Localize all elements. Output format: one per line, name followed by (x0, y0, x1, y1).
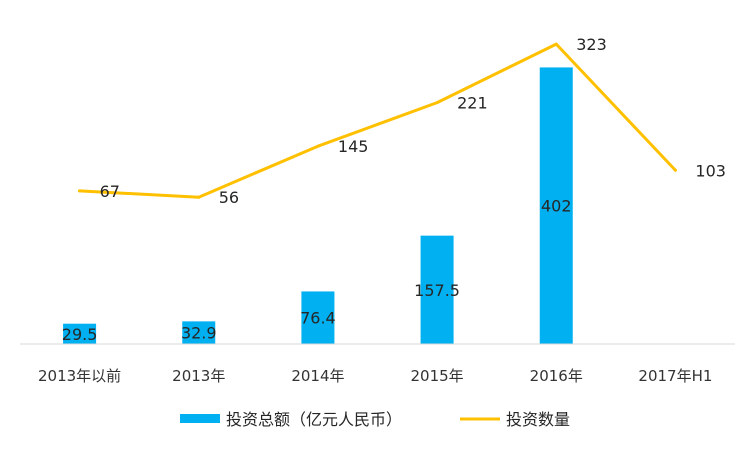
bar-value-label-1: 32.9 (181, 324, 217, 343)
data-labels-layer: 29.5 32.9 76.4 157.5 402 67 56 145 221 323 103 (62, 35, 726, 344)
line-value-label-4: 323 (576, 35, 607, 54)
x-tick-label-2: 2014年 (291, 367, 344, 385)
line-point-3 (435, 101, 439, 105)
x-tick-labels: 2013年以前 2013年 2014年 2015年 2016年 2017年H1 (38, 367, 712, 385)
line-point-4 (554, 42, 558, 46)
bar-4 (539, 67, 573, 344)
bar-value-label-0: 29.5 (62, 325, 98, 344)
line-layer (78, 42, 677, 199)
line-value-label-2: 145 (338, 137, 369, 156)
line-value-label-5: 103 (695, 161, 726, 180)
x-tick-label-0: 2013年以前 (38, 367, 121, 385)
x-tick-label-3: 2015年 (410, 367, 463, 385)
line-value-label-0: 67 (100, 182, 120, 201)
legend-bar-swatch (180, 414, 220, 423)
bar-3 (420, 235, 454, 344)
x-tick-label-5: 2017年H1 (638, 367, 712, 385)
line-point-1 (197, 195, 201, 199)
x-tick-label-1: 2013年 (172, 367, 225, 385)
x-tick-label-4: 2016年 (530, 367, 583, 385)
line-value-label-1: 56 (219, 188, 239, 207)
line-series-path (78, 42, 677, 199)
bar-value-label-4: 402 (541, 197, 572, 216)
bar-1 (182, 321, 216, 344)
bars-layer (63, 67, 573, 344)
legend: 投资总额（亿元人民币） 投资数量 (180, 410, 570, 429)
legend-line-label: 投资数量 (506, 410, 570, 429)
bar-value-label-3: 157.5 (414, 281, 460, 300)
line-point-2 (316, 144, 320, 148)
bar-0 (63, 323, 97, 344)
bar-value-label-2: 76.4 (300, 309, 336, 328)
line-point-0 (78, 189, 82, 193)
line-value-label-3: 221 (457, 94, 488, 113)
line-point-5 (673, 168, 677, 172)
bar-2 (301, 291, 335, 344)
legend-bar-label: 投资总额（亿元人民币） (226, 410, 402, 429)
